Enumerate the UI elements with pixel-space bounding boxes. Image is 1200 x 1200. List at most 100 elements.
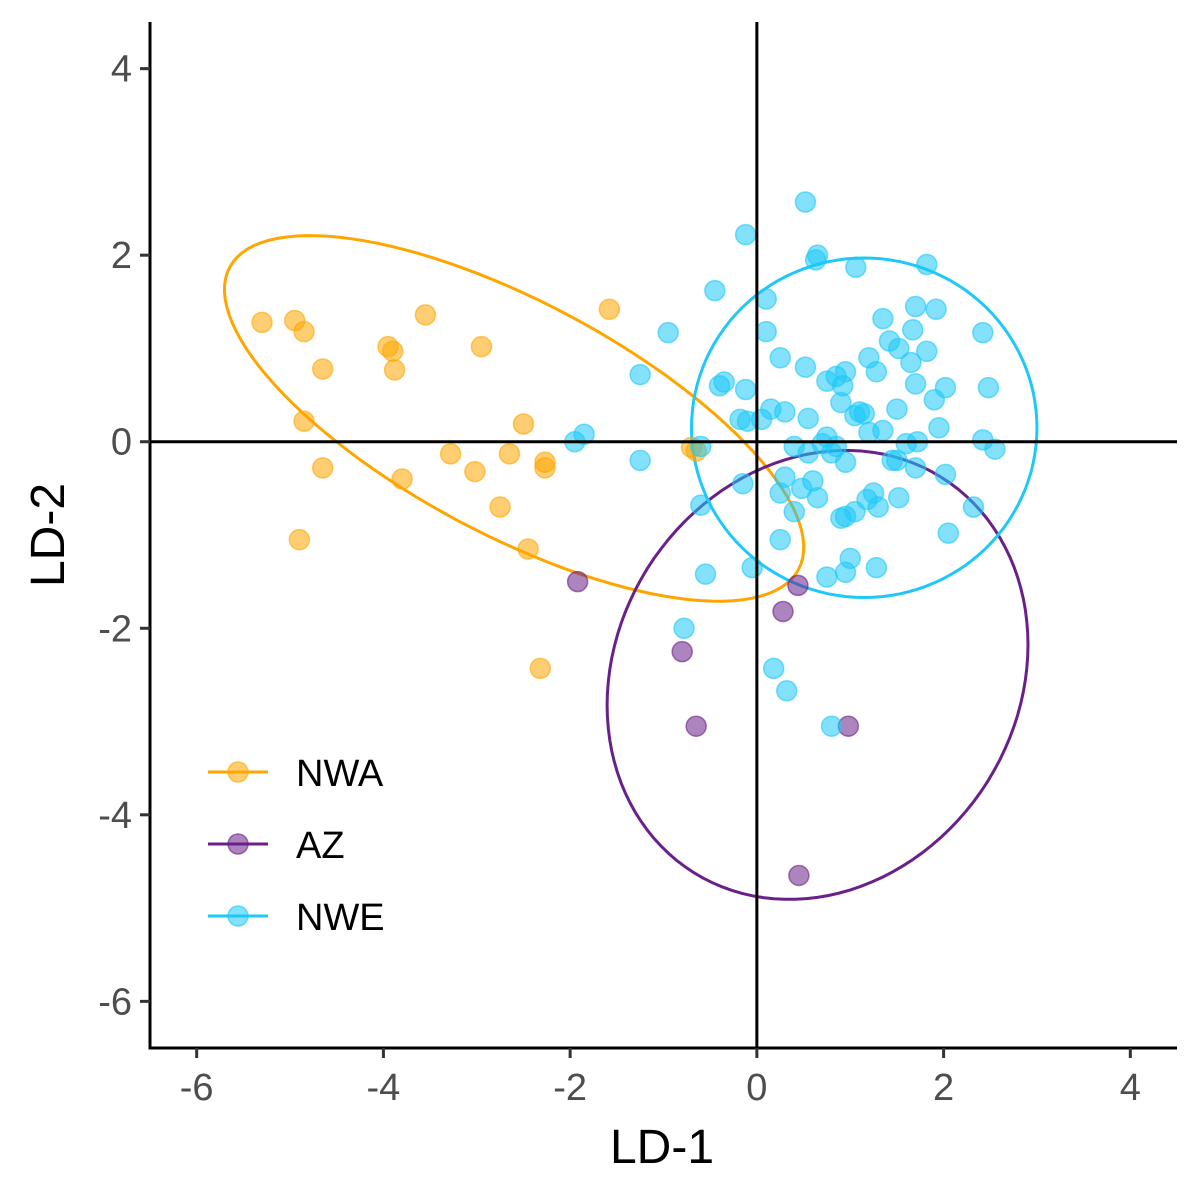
legend-marker-az bbox=[227, 833, 249, 855]
point-nwe bbox=[872, 307, 894, 330]
x-tick-label: -6 bbox=[180, 1067, 214, 1109]
point-nwa bbox=[489, 496, 511, 518]
point-nwe bbox=[872, 419, 894, 442]
point-nwe bbox=[816, 566, 838, 588]
point-az bbox=[671, 640, 693, 663]
point-nwe bbox=[888, 486, 910, 509]
point-nwe bbox=[984, 438, 1006, 460]
point-nwe bbox=[928, 416, 950, 439]
y-tick-label: 0 bbox=[111, 422, 132, 464]
point-nwe bbox=[750, 408, 773, 431]
point-nwe bbox=[834, 561, 857, 584]
point-nwa bbox=[464, 460, 486, 483]
point-nwa bbox=[414, 304, 437, 326]
point-nwe bbox=[845, 256, 867, 279]
point-nwa bbox=[512, 413, 535, 435]
point-nwa bbox=[470, 335, 493, 358]
point-nwe bbox=[937, 522, 960, 544]
point-nwe bbox=[865, 361, 888, 383]
ellipse-nwa bbox=[222, 234, 806, 603]
point-nwe bbox=[704, 279, 726, 302]
point-nwa bbox=[293, 320, 315, 343]
x-tick-label: 2 bbox=[933, 1067, 954, 1109]
point-nwe bbox=[741, 556, 763, 579]
point-nwe bbox=[769, 528, 791, 551]
x-tick-label: 0 bbox=[746, 1067, 767, 1109]
legend-label-nwa: NWA bbox=[296, 753, 384, 795]
point-nwa bbox=[381, 340, 404, 363]
point-nwe bbox=[962, 496, 985, 518]
point-nwe bbox=[755, 288, 777, 310]
point-az bbox=[787, 574, 809, 597]
point-nwe bbox=[916, 253, 938, 276]
x-tick-label: 4 bbox=[1120, 1067, 1141, 1109]
point-nwe bbox=[769, 347, 791, 369]
point-nwe bbox=[783, 500, 805, 523]
point-nwa bbox=[598, 298, 621, 321]
point-az bbox=[788, 864, 810, 887]
point-nwe bbox=[902, 319, 924, 341]
point-nwe bbox=[804, 249, 827, 271]
point-nwe bbox=[865, 556, 888, 579]
ellipse-az bbox=[605, 449, 1030, 901]
point-nwe bbox=[806, 486, 829, 509]
point-nwe bbox=[690, 494, 712, 516]
point-nwe bbox=[732, 472, 754, 495]
point-nwe bbox=[734, 378, 757, 401]
point-nwe bbox=[904, 295, 927, 318]
point-nwe bbox=[904, 373, 927, 395]
point-nwe bbox=[934, 463, 957, 486]
y-tick-label: 2 bbox=[111, 235, 132, 277]
point-nwe bbox=[925, 298, 947, 321]
point-nwe bbox=[629, 363, 651, 386]
legend: NWA AZ NWE bbox=[208, 753, 385, 939]
point-nwe bbox=[673, 617, 695, 640]
point-nwe bbox=[797, 442, 819, 464]
point-nwe bbox=[844, 404, 866, 427]
point-nwe bbox=[834, 451, 857, 473]
point-nwe bbox=[972, 321, 994, 344]
point-nwa bbox=[293, 410, 315, 432]
point-nwe bbox=[713, 371, 735, 393]
point-nwa bbox=[534, 457, 556, 479]
legend-marker-nwe bbox=[227, 905, 249, 927]
point-nwe bbox=[977, 376, 1000, 399]
point-nwe bbox=[573, 423, 595, 446]
point-nwe bbox=[916, 340, 938, 363]
point-nwe bbox=[694, 563, 717, 585]
point-nwa bbox=[311, 457, 334, 479]
point-nwe bbox=[881, 449, 903, 472]
point-nwa bbox=[391, 468, 413, 490]
legend-marker-nwa bbox=[227, 761, 249, 783]
point-nwe bbox=[888, 337, 910, 360]
ellipse-nwe bbox=[689, 256, 1039, 600]
point-nwe bbox=[820, 715, 843, 737]
point-nwe bbox=[794, 191, 817, 213]
point-nwe bbox=[904, 457, 927, 479]
point-nwa bbox=[439, 443, 462, 465]
point-nwa bbox=[517, 538, 539, 560]
point-nwe bbox=[774, 401, 796, 423]
point-nwe bbox=[690, 435, 712, 458]
point-nwe bbox=[762, 657, 785, 680]
y-tick-label: -2 bbox=[98, 608, 132, 650]
point-nwa bbox=[311, 358, 334, 380]
point-az bbox=[685, 715, 707, 737]
point-nwe bbox=[830, 507, 852, 529]
point-nwe bbox=[755, 320, 777, 343]
point-nwe bbox=[867, 496, 889, 518]
y-tick-label: -6 bbox=[98, 981, 132, 1023]
point-nwe bbox=[775, 680, 798, 702]
y-ticks: -6 -4 -2 0 2 4 bbox=[98, 49, 150, 1023]
ellipses-layer bbox=[222, 234, 1039, 901]
point-nwe bbox=[794, 356, 817, 378]
point-nwa bbox=[288, 528, 311, 551]
x-axis-title: LD-1 bbox=[610, 1121, 714, 1174]
point-nwe bbox=[734, 223, 757, 246]
point-nwa bbox=[529, 657, 552, 680]
legend-label-az: AZ bbox=[296, 825, 345, 867]
y-tick-label: 4 bbox=[111, 49, 132, 91]
point-nwe bbox=[830, 391, 852, 414]
point-nwa bbox=[383, 359, 406, 381]
y-tick-label: -4 bbox=[98, 795, 132, 837]
